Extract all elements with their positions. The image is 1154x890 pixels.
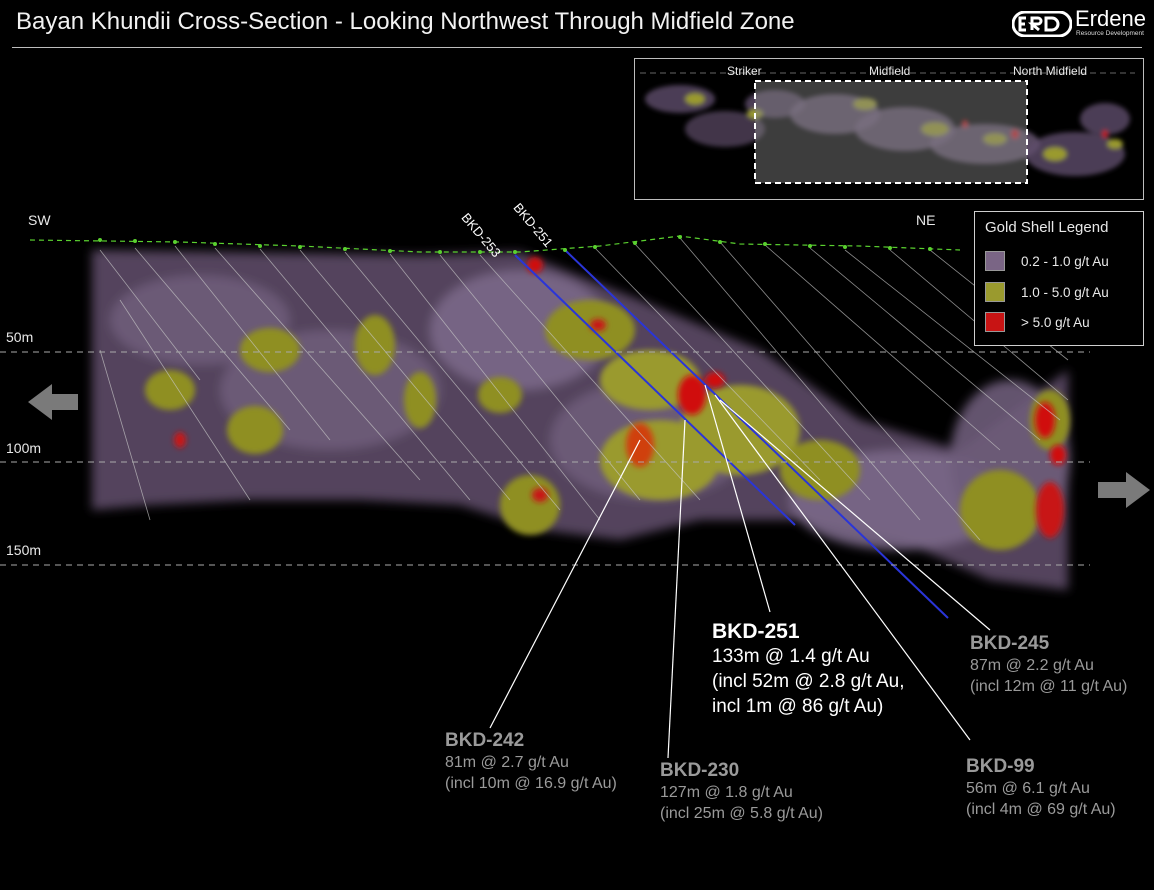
- callout-leaders: [489, 384, 991, 759]
- inset-label-striker: Striker: [727, 64, 762, 78]
- legend-item-low: 0.2 - 1.0 g/t Au: [985, 250, 1109, 272]
- callout-bkd-251-line: incl 1m @ 86 g/t Au): [712, 696, 884, 717]
- legend-swatch-high: [985, 312, 1005, 332]
- callout-bkd-242: BKD-242 81m @ 2.7 g/t Au (incl 10m @ 16.…: [445, 730, 617, 794]
- bkd-253-trace: [514, 254, 796, 526]
- callout-bkd-99: BKD-99 56m @ 6.1 g/t Au (incl 4m @ 69 g/…: [966, 756, 1116, 820]
- logo-wordmark: Erdene: [1075, 6, 1146, 31]
- callout-bkd-251-hole: BKD-251: [712, 620, 800, 643]
- callout-bkd-230-hole: BKD-230: [660, 760, 740, 781]
- callout-bkd-99-hole: BKD-99: [966, 756, 1035, 777]
- legend-item-mid: 1.0 - 5.0 g/t Au: [985, 281, 1109, 303]
- mid-grade-shell: [145, 300, 1070, 550]
- callout-bkd-251-line: 133m @ 1.4 g/t Au: [712, 646, 870, 667]
- legend-label-low: 0.2 - 1.0 g/t Au: [1021, 253, 1109, 269]
- title-divider: [12, 47, 1142, 48]
- topography-line: [29, 235, 961, 253]
- depth-label-150m: 150m: [6, 542, 42, 558]
- callout-bkd-251: BKD-251 133m @ 1.4 g/t Au (incl 52m @ 2.…: [712, 620, 905, 719]
- callout-bkd-99-line: 56m @ 6.1 g/t Au: [966, 780, 1090, 797]
- legend-item-high: > 5.0 g/t Au: [985, 311, 1090, 333]
- inset-label-north-midfield: North Midfield: [1013, 64, 1088, 78]
- page-title: Bayan Khundii Cross-Section - Looking No…: [16, 8, 795, 35]
- legend-swatch-mid: [985, 282, 1005, 302]
- collar-markers: [98, 235, 932, 254]
- gold-shell-legend: Gold Shell Legend 0.2 - 1.0 g/t Au 1.0 -…: [974, 211, 1144, 346]
- callout-bkd-242-line: (incl 10m @ 16.9 g/t Au): [445, 775, 617, 792]
- callout-bkd-242-line: 81m @ 2.7 g/t Au: [445, 754, 569, 771]
- legend-title: Gold Shell Legend: [985, 219, 1109, 236]
- logo-tagline: Resource Development: [1076, 30, 1144, 37]
- erdene-logo-icon: [1012, 11, 1072, 37]
- depth-label-100m: 100m: [6, 440, 42, 456]
- bkd-251-trace: [564, 249, 949, 619]
- callout-bkd-245-line: (incl 12m @ 11 g/t Au): [970, 678, 1128, 695]
- overview-inset: Striker Midfield North Midfield: [634, 58, 1144, 200]
- legend-swatch-low: [985, 251, 1005, 271]
- arrow-right-icon: [1098, 472, 1150, 508]
- callout-bkd-99-line: (incl 4m @ 69 g/t Au): [966, 801, 1116, 818]
- depth-label-50m: 50m: [6, 329, 34, 345]
- drill-traces: [99, 237, 1069, 541]
- arrow-left-icon: [28, 384, 78, 420]
- callout-bkd-230-line: (incl 25m @ 5.8 g/t Au): [660, 805, 823, 822]
- callout-bkd-242-hole: BKD-242: [445, 730, 525, 751]
- callout-bkd-245: BKD-245 87m @ 2.2 g/t Au (incl 12m @ 11 …: [970, 633, 1127, 697]
- direction-sw: SW: [28, 212, 51, 228]
- callout-bkd-230-line: 127m @ 1.8 g/t Au: [660, 784, 793, 801]
- callout-bkd-245-hole: BKD-245: [970, 633, 1050, 654]
- callout-bkd-251-line: (incl 52m @ 2.8 g/t Au,: [712, 671, 905, 692]
- callout-bkd-230: BKD-230 127m @ 1.8 g/t Au (incl 25m @ 5.…: [660, 760, 823, 824]
- legend-label-mid: 1.0 - 5.0 g/t Au: [1021, 284, 1109, 300]
- high-grade-shell: [174, 257, 1066, 538]
- callout-bkd-245-line: 87m @ 2.2 g/t Au: [970, 657, 1094, 674]
- direction-ne: NE: [916, 212, 936, 228]
- overview-inset-render: [640, 72, 1135, 184]
- inset-label-midfield: Midfield: [869, 64, 911, 78]
- legend-label-high: > 5.0 g/t Au: [1021, 314, 1090, 330]
